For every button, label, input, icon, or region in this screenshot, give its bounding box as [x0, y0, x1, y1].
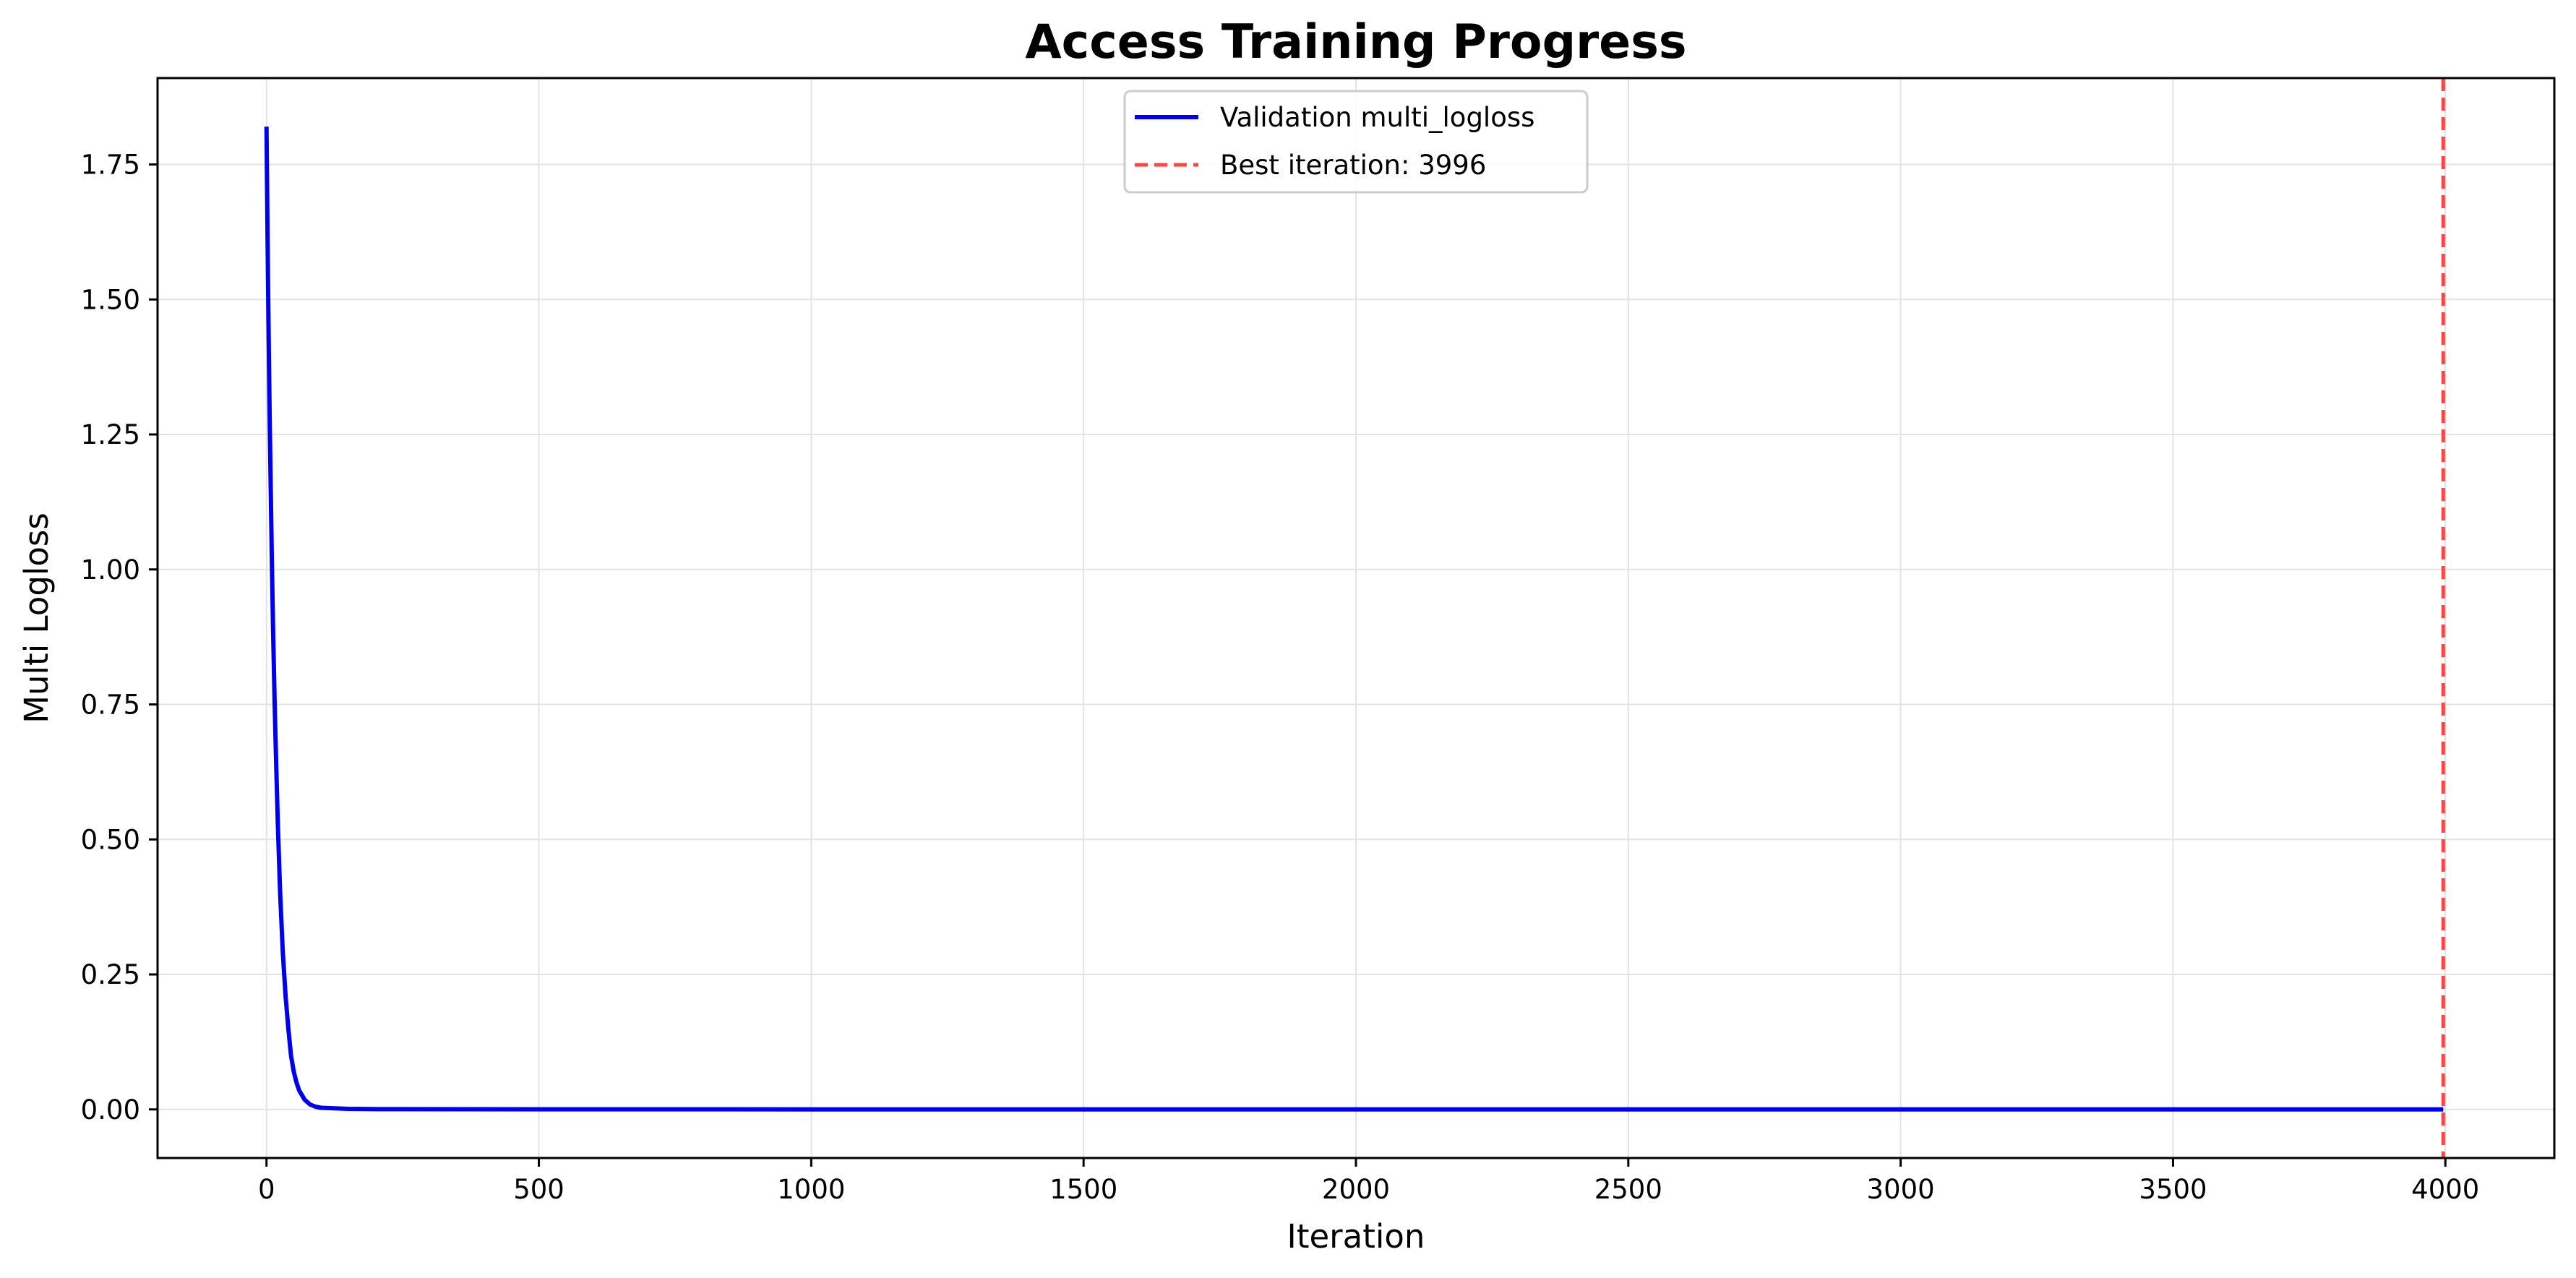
y-axis: 0.00 0.25 0.50 0.75 1.00 1.25 1.50 1.75: [81, 150, 158, 1125]
x-tick-label: 500: [513, 1174, 564, 1205]
x-tick-label: 1500: [1049, 1174, 1117, 1205]
x-tick-label: 2500: [1594, 1174, 1662, 1205]
x-tick-label: 3500: [2139, 1174, 2207, 1205]
y-tick-label: 0.50: [81, 824, 140, 855]
x-tick-label: 2000: [1322, 1174, 1390, 1205]
legend-label-validation: Validation multi_logloss: [1220, 102, 1534, 133]
x-axis-label: Iteration: [1287, 1217, 1425, 1256]
y-tick-label: 1.00: [81, 554, 140, 586]
series-layer: [264, 78, 2445, 1158]
x-tick-label: 1000: [777, 1174, 845, 1205]
y-tick-label: 1.25: [81, 419, 140, 450]
chart-title: Access Training Progress: [1025, 15, 1686, 69]
y-tick-label: 1.75: [81, 150, 140, 181]
y-axis-label: Multi Logloss: [17, 513, 56, 724]
y-tick-label: 0.00: [81, 1094, 140, 1125]
x-axis: 0 500 1000 1500 2000 2500 3000 3500 4000: [258, 1158, 2479, 1205]
y-tick-label: 1.50: [81, 284, 140, 315]
legend-label-best-iteration: Best iteration: 3996: [1220, 150, 1486, 181]
x-tick-label: 4000: [2411, 1174, 2479, 1205]
y-tick-label: 0.75: [81, 690, 140, 721]
x-tick-label: 3000: [1867, 1174, 1935, 1205]
y-tick-label: 0.25: [81, 959, 140, 990]
legend: Validation multi_logloss Best iteration:…: [1123, 90, 1589, 194]
legend-frame: [1123, 90, 1589, 194]
series-line-validation-multi-logloss: [264, 126, 2444, 1112]
x-tick-label: 0: [258, 1174, 275, 1205]
